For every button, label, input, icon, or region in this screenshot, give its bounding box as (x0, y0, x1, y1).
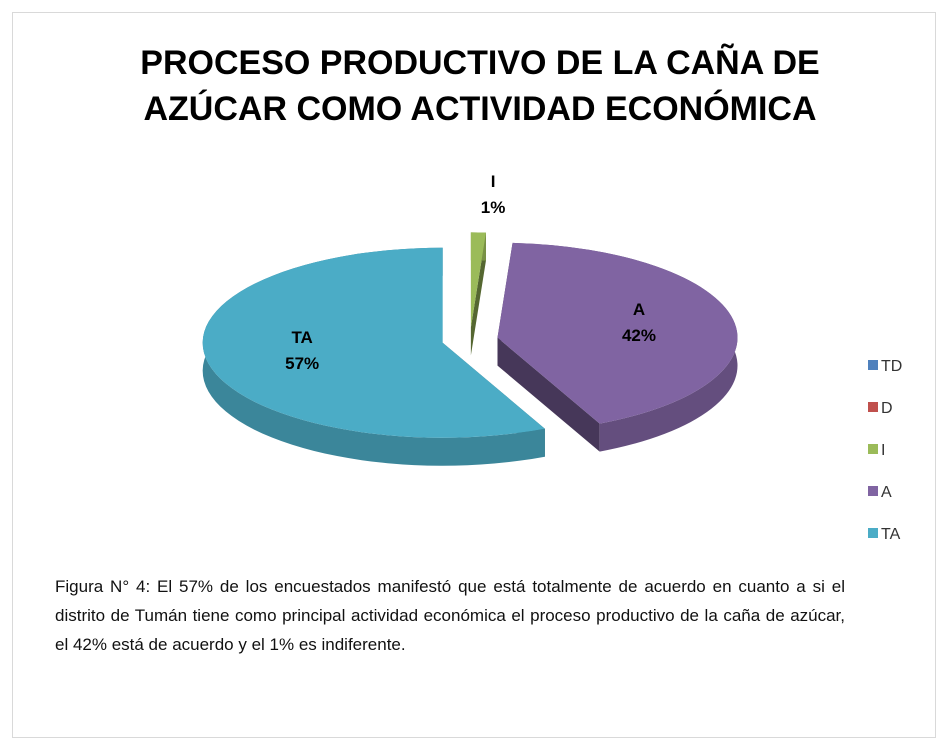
data-label-category: A (633, 300, 645, 319)
legend-label: D (881, 400, 893, 417)
legend-swatch (868, 360, 878, 370)
pie-tops (202, 232, 738, 438)
slice (470, 232, 486, 328)
legend-swatch (868, 444, 878, 454)
legend-swatch (868, 528, 878, 538)
data-label-category: TA (291, 328, 312, 347)
data-label: TA 57% (285, 328, 319, 373)
data-label-value: 1% (481, 198, 506, 217)
chart-title: PROCESO PRODUCTIVO DE LA CAÑA DE AZÚCAR … (140, 44, 820, 128)
slice (497, 242, 738, 424)
data-label-value: 42% (622, 326, 656, 345)
legend-label: TD (881, 358, 902, 375)
legend-swatch (868, 402, 878, 412)
caption: Figura N° 4: El 57% de los encuestados m… (55, 577, 845, 654)
legend-swatch (868, 486, 878, 496)
data-label: A 42% (622, 300, 656, 345)
slice-wall (202, 247, 545, 466)
data-label: I 1% (481, 172, 506, 217)
data-label-value: 57% (285, 354, 319, 373)
slice-cut-face (470, 232, 486, 356)
slice (202, 247, 545, 438)
slice-cut-face (497, 337, 600, 452)
legend-label: I (881, 442, 885, 459)
chart-frame (12, 12, 936, 738)
legend-label: TA (881, 526, 901, 543)
data-label-category: I (491, 172, 496, 191)
legend-label: A (881, 484, 892, 501)
